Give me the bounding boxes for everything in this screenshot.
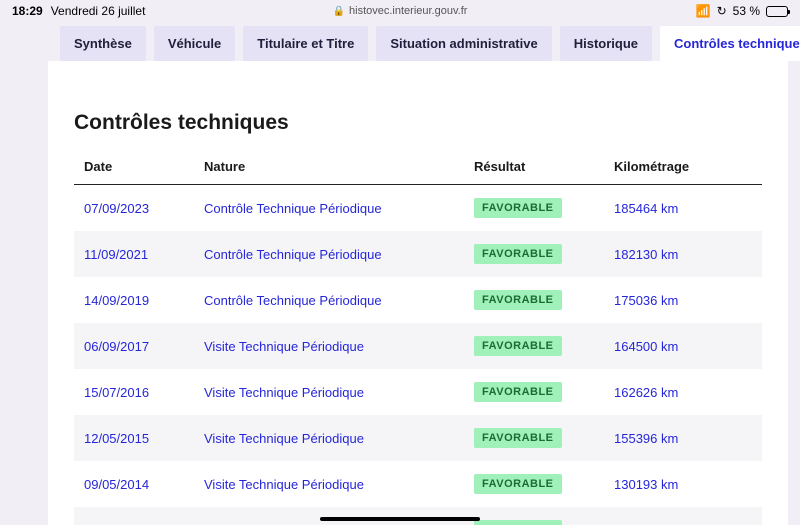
- content-card: Contrôles techniques Date Nature Résulta…: [48, 61, 788, 525]
- result-badge: FAVORABLE: [474, 428, 562, 448]
- cell-date[interactable]: 14/09/2019: [74, 277, 194, 323]
- home-indicator[interactable]: [320, 517, 480, 521]
- cell-nature[interactable]: Visite Technique Périodique: [194, 323, 464, 369]
- status-right: 📶 ↻ 53 %: [696, 4, 788, 18]
- cell-date[interactable]: 09/05/2014: [74, 461, 194, 507]
- cell-km[interactable]: 122506 km: [604, 507, 762, 525]
- col-header-km: Kilométrage: [604, 149, 762, 185]
- controles-table: Date Nature Résultat Kilométrage 07/09/2…: [74, 149, 762, 525]
- cell-result: FAVORABLE: [464, 277, 604, 323]
- tab-4[interactable]: Historique: [560, 26, 652, 61]
- cell-nature[interactable]: Visite Technique Périodique: [194, 507, 464, 525]
- cell-nature[interactable]: Contrôle Technique Périodique: [194, 231, 464, 277]
- cell-km[interactable]: 185464 km: [604, 185, 762, 232]
- cell-nature[interactable]: Contrôle Technique Périodique: [194, 185, 464, 232]
- cell-date[interactable]: 12/05/2015: [74, 415, 194, 461]
- cell-result: FAVORABLE: [464, 323, 604, 369]
- lock-icon: 🔒: [333, 6, 345, 17]
- table-row: 30/09/2013Visite Technique Périodique FAV…: [74, 507, 762, 525]
- tab-1[interactable]: Véhicule: [154, 26, 235, 61]
- cell-date[interactable]: 30/09/2013: [74, 507, 194, 525]
- table-row: 07/09/2023Contrôle Technique Périodique F…: [74, 185, 762, 232]
- table-row: 06/09/2017Visite Technique Périodique FAV…: [74, 323, 762, 369]
- table-header-row: Date Nature Résultat Kilométrage: [74, 149, 762, 185]
- cell-result: FAVORABLE: [464, 507, 604, 525]
- status-bar: 18:29 Vendredi 26 juillet 🔒 histovec.int…: [0, 0, 800, 20]
- table-row: 11/09/2021Contrôle Technique Périodique F…: [74, 231, 762, 277]
- cell-nature[interactable]: Visite Technique Périodique: [194, 461, 464, 507]
- cell-km[interactable]: 175036 km: [604, 277, 762, 323]
- cell-km[interactable]: 155396 km: [604, 415, 762, 461]
- cell-result: FAVORABLE: [464, 415, 604, 461]
- col-header-result: Résultat: [464, 149, 604, 185]
- battery-percent: 53 %: [733, 4, 760, 18]
- col-header-nature: Nature: [194, 149, 464, 185]
- cell-km[interactable]: 130193 km: [604, 461, 762, 507]
- cell-nature[interactable]: Visite Technique Périodique: [194, 415, 464, 461]
- col-header-date: Date: [74, 149, 194, 185]
- cell-result: FAVORABLE: [464, 461, 604, 507]
- cell-nature[interactable]: Visite Technique Périodique: [194, 369, 464, 415]
- cell-km[interactable]: 164500 km: [604, 323, 762, 369]
- battery-icon: [766, 6, 788, 17]
- result-badge: FAVORABLE: [474, 474, 562, 494]
- wifi-icon: 📶: [696, 4, 711, 18]
- table-row: 14/09/2019Contrôle Technique Périodique F…: [74, 277, 762, 323]
- cell-result: FAVORABLE: [464, 369, 604, 415]
- browser-url-bar[interactable]: 🔒 histovec.interieur.gouv.fr: [333, 5, 468, 17]
- result-badge: FAVORABLE: [474, 382, 562, 402]
- tab-0[interactable]: Synthèse: [60, 26, 146, 61]
- tab-3[interactable]: Situation administrative: [376, 26, 551, 61]
- cell-date[interactable]: 11/09/2021: [74, 231, 194, 277]
- table-row: 12/05/2015Visite Technique Périodique FAV…: [74, 415, 762, 461]
- result-badge: FAVORABLE: [474, 198, 562, 218]
- cell-nature[interactable]: Contrôle Technique Périodique: [194, 277, 464, 323]
- table-row: 15/07/2016Visite Technique Périodique FAV…: [74, 369, 762, 415]
- tab-5[interactable]: Contrôles techniques: [660, 26, 800, 61]
- result-badge: FAVORABLE: [474, 336, 562, 356]
- result-badge: FAVORABLE: [474, 290, 562, 310]
- page-title: Contrôles techniques: [74, 111, 762, 135]
- status-left: 18:29 Vendredi 26 juillet: [12, 4, 145, 18]
- table-row: 09/05/2014Visite Technique Périodique FAV…: [74, 461, 762, 507]
- cell-km[interactable]: 162626 km: [604, 369, 762, 415]
- tab-2[interactable]: Titulaire et Titre: [243, 26, 368, 61]
- result-badge: FAVORABLE: [474, 244, 562, 264]
- status-date: Vendredi 26 juillet: [51, 4, 146, 18]
- result-badge: FAVORABLE: [474, 520, 562, 525]
- orientation-lock-icon: ↻: [717, 4, 727, 18]
- tabs-nav: SynthèseVéhiculeTitulaire et TitreSituat…: [0, 26, 800, 61]
- status-time: 18:29: [12, 4, 43, 18]
- cell-result: FAVORABLE: [464, 231, 604, 277]
- cell-date[interactable]: 15/07/2016: [74, 369, 194, 415]
- cell-km[interactable]: 182130 km: [604, 231, 762, 277]
- table-body: 07/09/2023Contrôle Technique Périodique F…: [74, 185, 762, 525]
- cell-result: FAVORABLE: [464, 185, 604, 232]
- cell-date[interactable]: 06/09/2017: [74, 323, 194, 369]
- cell-date[interactable]: 07/09/2023: [74, 185, 194, 232]
- browser-url: histovec.interieur.gouv.fr: [349, 5, 467, 17]
